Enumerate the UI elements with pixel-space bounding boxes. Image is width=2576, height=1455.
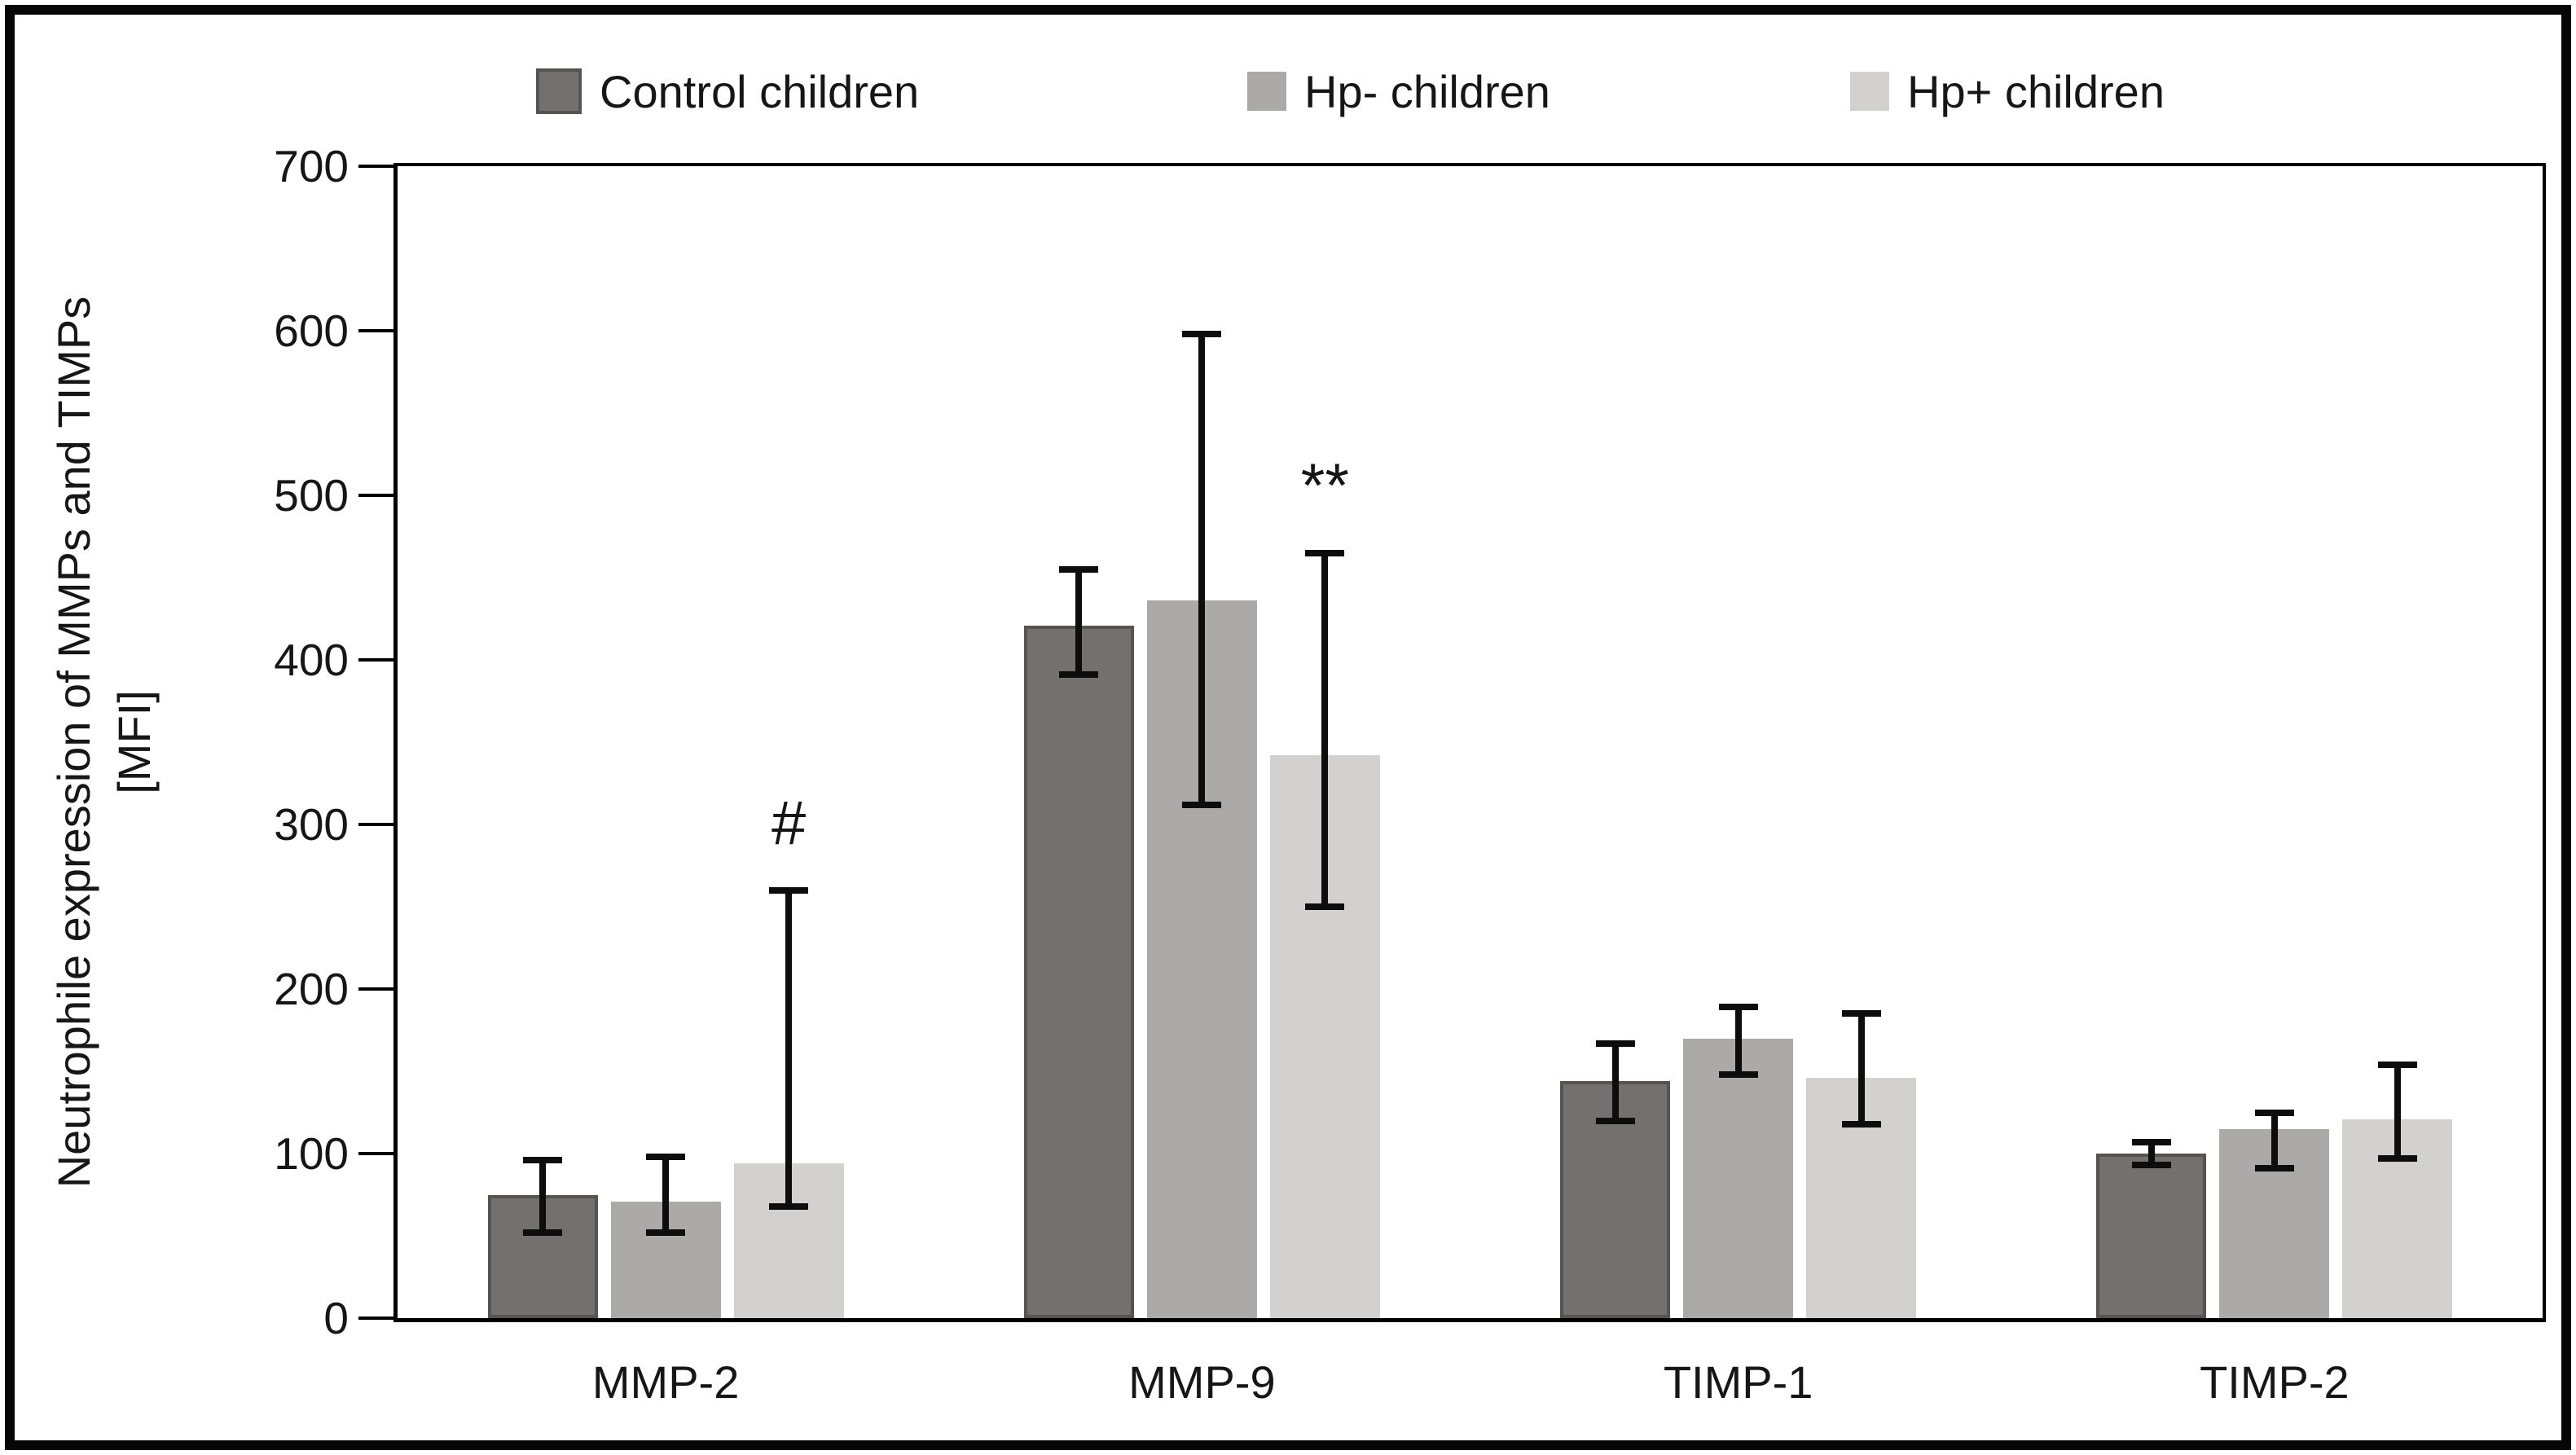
error-bar-cap-top <box>646 1154 686 1161</box>
error-bar-line <box>539 1160 547 1233</box>
error-bar-cap-top <box>523 1157 563 1164</box>
error-bar-line <box>1857 1013 1865 1124</box>
error-bar-line <box>1075 569 1083 675</box>
error-bar-cap-bottom <box>2377 1155 2417 1163</box>
error-bar-cap-bottom <box>769 1202 809 1210</box>
significance-annotation: ** <box>1300 451 1349 521</box>
y-axis-tick <box>358 165 393 168</box>
legend-swatch-control-children <box>536 68 582 114</box>
y-tick-label: 100 <box>274 1128 349 1179</box>
category-label: MMP-9 <box>1128 1356 1276 1408</box>
error-bar-cap-bottom <box>1841 1120 1881 1128</box>
legend: Control children Hp- children Hp+ childr… <box>15 15 2561 137</box>
category-label: TIMP-2 <box>2200 1356 2350 1408</box>
legend-item-hp-plus-children: Hp+ children <box>1850 60 2165 122</box>
category-label: MMP-2 <box>591 1356 740 1408</box>
legend-swatch-hp-plus-children <box>1850 72 1889 111</box>
error-bar-line <box>2147 1141 2155 1166</box>
y-tick-label: 700 <box>274 141 349 191</box>
error-bar-cap-top <box>1059 565 1099 573</box>
legend-item-hp-minus-children: Hp- children <box>1247 60 1550 122</box>
y-axis-title-line2: [MFI] <box>108 690 160 794</box>
error-bar-cap-top <box>1718 1004 1758 1011</box>
error-bar-cap-bottom <box>1718 1071 1758 1079</box>
error-bar-cap-bottom <box>523 1229 563 1236</box>
y-tick-label: 0 <box>323 1293 349 1343</box>
category-label: TIMP-1 <box>1663 1356 1813 1408</box>
error-bar-cap-top <box>1841 1010 1881 1018</box>
bar <box>1683 1038 1794 1318</box>
error-bar-cap-bottom <box>646 1229 686 1236</box>
error-bar-cap-top <box>2131 1138 2171 1145</box>
y-axis-title-line1: Neutrophile expression of MMPs and TIMPs <box>48 296 100 1189</box>
legend-label: Control children <box>600 65 920 117</box>
error-bar-cap-bottom <box>2131 1162 2171 1169</box>
y-axis-tick <box>358 1317 393 1320</box>
y-tick-label: 300 <box>274 799 349 850</box>
error-bar-cap-top <box>2377 1061 2417 1068</box>
significance-annotation: # <box>771 789 807 858</box>
y-axis-tick <box>358 987 393 991</box>
error-bar-cap-bottom <box>1305 903 1345 910</box>
y-axis-tick <box>358 823 393 826</box>
y-tick-label: 400 <box>274 635 349 685</box>
error-bar-cap-top <box>2254 1109 2294 1116</box>
bar <box>1023 625 1134 1318</box>
error-bar-cap-top <box>1305 549 1345 556</box>
error-bar-cap-top <box>1182 331 1222 338</box>
error-bar-cap-bottom <box>2254 1165 2294 1172</box>
error-bar-cap-bottom <box>1059 671 1099 679</box>
error-bar-cap-top <box>769 886 809 894</box>
legend-label: Hp+ children <box>1907 65 2165 117</box>
error-bar-line <box>1198 334 1206 805</box>
error-bar-line <box>1611 1043 1619 1121</box>
y-axis-tick <box>358 1152 393 1155</box>
error-bar-cap-bottom <box>1595 1117 1635 1124</box>
error-bar-line <box>1734 1007 1742 1075</box>
error-bar-line <box>1321 552 1329 907</box>
figure-frame: Control children Hp- children Hp+ childr… <box>5 5 2571 1450</box>
error-bar-line <box>2270 1112 2278 1169</box>
y-tick-label: 600 <box>274 306 349 356</box>
y-axis-tick <box>358 329 393 332</box>
error-bar-line <box>662 1157 670 1233</box>
y-axis-tick <box>358 658 393 662</box>
plot-area <box>358 163 2546 1322</box>
y-tick-label: 500 <box>274 470 349 521</box>
y-axis-tick <box>358 494 393 497</box>
error-bar-cap-bottom <box>1182 801 1222 808</box>
bar <box>2096 1154 2207 1318</box>
legend-label: Hp- children <box>1304 65 1550 117</box>
y-tick-label: 200 <box>274 964 349 1014</box>
legend-swatch-hp-minus-children <box>1247 72 1286 111</box>
error-bar-line <box>785 890 793 1207</box>
legend-item-control-children: Control children <box>536 60 919 122</box>
error-bar-line <box>2394 1064 2401 1159</box>
y-axis-title: Neutrophile expression of MMPs and TIMPs… <box>44 131 165 1353</box>
error-bar-cap-top <box>1595 1040 1635 1047</box>
